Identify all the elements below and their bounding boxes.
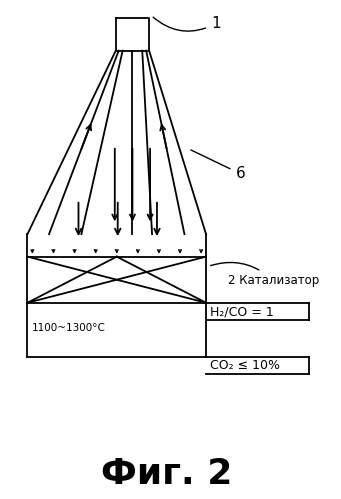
Text: Фиг. 2: Фиг. 2: [101, 458, 233, 492]
Text: 1: 1: [153, 16, 221, 31]
Text: 2 Катализатор: 2 Катализатор: [211, 262, 319, 287]
Text: CO₂ ≤ 10%: CO₂ ≤ 10%: [210, 359, 280, 372]
Text: 6: 6: [191, 150, 245, 181]
Text: 1100~1300°C: 1100~1300°C: [31, 323, 105, 333]
Text: H₂/CO = 1: H₂/CO = 1: [210, 305, 274, 318]
